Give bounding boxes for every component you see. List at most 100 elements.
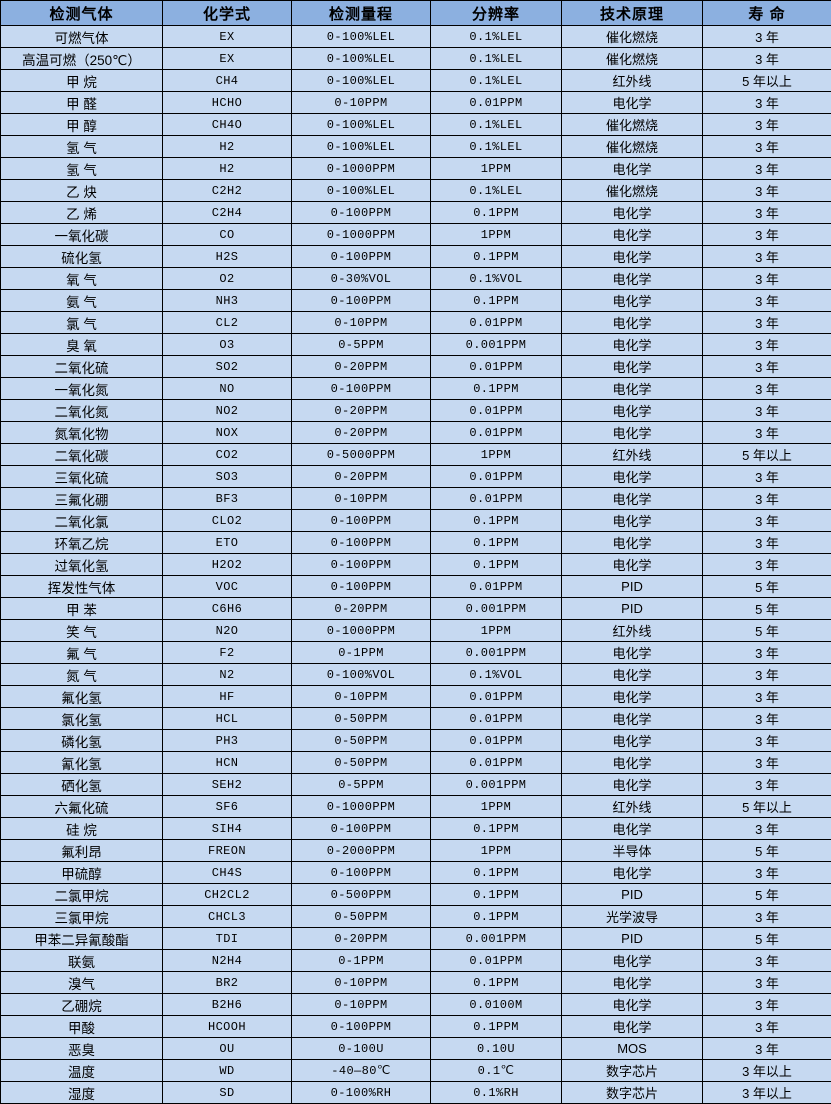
cell-gas: 氟 气 [1, 642, 163, 664]
cell-res: 0.1%VOL [431, 268, 562, 290]
cell-form: HCN [163, 752, 292, 774]
cell-tech: 电化学 [562, 202, 703, 224]
cell-tech: 电化学 [562, 554, 703, 576]
cell-res: 0.1%RH [431, 1082, 562, 1104]
cell-life: 3 年 [703, 532, 831, 554]
cell-res: 0.0100M [431, 994, 562, 1016]
cell-form: C2H2 [163, 180, 292, 202]
cell-tech: 电化学 [562, 862, 703, 884]
cell-range: 0-20PPM [292, 356, 431, 378]
cell-gas: 硫化氢 [1, 246, 163, 268]
cell-res: 0.1PPM [431, 972, 562, 994]
cell-form: CH4S [163, 862, 292, 884]
cell-gas: 高温可燃（250℃） [1, 48, 163, 70]
cell-form: VOC [163, 576, 292, 598]
cell-range: 0-100PPM [292, 862, 431, 884]
cell-tech: 电化学 [562, 664, 703, 686]
cell-res: 0.1%LEL [431, 26, 562, 48]
cell-res: 0.001PPM [431, 334, 562, 356]
cell-gas: 甲 烷 [1, 70, 163, 92]
cell-gas: 甲 苯 [1, 598, 163, 620]
cell-res: 1PPM [431, 224, 562, 246]
cell-tech: 催化燃烧 [562, 48, 703, 70]
cell-form: HCOOH [163, 1016, 292, 1038]
cell-tech: 电化学 [562, 466, 703, 488]
cell-tech: 电化学 [562, 246, 703, 268]
cell-res: 0.1PPM [431, 884, 562, 906]
cell-res: 0.01PPM [431, 576, 562, 598]
cell-range: 0-100%VOL [292, 664, 431, 686]
cell-form: SO2 [163, 356, 292, 378]
cell-gas: 甲硫醇 [1, 862, 163, 884]
cell-life: 3 年 [703, 510, 831, 532]
cell-res: 0.1PPM [431, 532, 562, 554]
cell-gas: 三氧化硫 [1, 466, 163, 488]
cell-res: 0.1℃ [431, 1060, 562, 1082]
cell-form: SEH2 [163, 774, 292, 796]
cell-form: SIH4 [163, 818, 292, 840]
cell-res: 0.01PPM [431, 466, 562, 488]
cell-range: 0-1PPM [292, 950, 431, 972]
cell-life: 3 年 [703, 312, 831, 334]
column-header-formula: 化学式 [163, 1, 292, 26]
cell-form: HF [163, 686, 292, 708]
cell-range: 0-100%LEL [292, 114, 431, 136]
cell-gas: 氯化氢 [1, 708, 163, 730]
cell-gas: 氟化氢 [1, 686, 163, 708]
cell-form: O2 [163, 268, 292, 290]
cell-form: CLO2 [163, 510, 292, 532]
cell-life: 5 年 [703, 884, 831, 906]
cell-form: H2 [163, 136, 292, 158]
cell-range: 0-100%LEL [292, 180, 431, 202]
cell-range: 0-1000PPM [292, 158, 431, 180]
cell-life: 3 年 [703, 246, 831, 268]
cell-life: 3 年 [703, 400, 831, 422]
cell-life: 3 年 [703, 422, 831, 444]
cell-form: OU [163, 1038, 292, 1060]
cell-range: 0-100PPM [292, 290, 431, 312]
cell-gas: 硅 烷 [1, 818, 163, 840]
cell-tech: 电化学 [562, 708, 703, 730]
cell-form: NH3 [163, 290, 292, 312]
cell-life: 3 年 [703, 378, 831, 400]
cell-tech: 电化学 [562, 290, 703, 312]
column-header-resolution: 分辨率 [431, 1, 562, 26]
cell-range: 0-1PPM [292, 642, 431, 664]
cell-life: 3 年 [703, 1038, 831, 1060]
cell-form: HCHO [163, 92, 292, 114]
cell-form: CO [163, 224, 292, 246]
cell-gas: 硒化氢 [1, 774, 163, 796]
cell-tech: 电化学 [562, 532, 703, 554]
cell-range: 0-20PPM [292, 400, 431, 422]
cell-range: 0-100%RH [292, 1082, 431, 1104]
cell-gas: 温度 [1, 1060, 163, 1082]
cell-life: 3 年 [703, 334, 831, 356]
cell-form: FREON [163, 840, 292, 862]
cell-res: 1PPM [431, 620, 562, 642]
cell-life: 3 年 [703, 1016, 831, 1038]
cell-range: 0-100PPM [292, 554, 431, 576]
cell-gas: 恶臭 [1, 1038, 163, 1060]
cell-life: 3 年 [703, 202, 831, 224]
cell-gas: 二氧化碳 [1, 444, 163, 466]
cell-res: 0.1PPM [431, 554, 562, 576]
cell-form: F2 [163, 642, 292, 664]
cell-life: 5 年 [703, 620, 831, 642]
cell-tech: 电化学 [562, 488, 703, 510]
